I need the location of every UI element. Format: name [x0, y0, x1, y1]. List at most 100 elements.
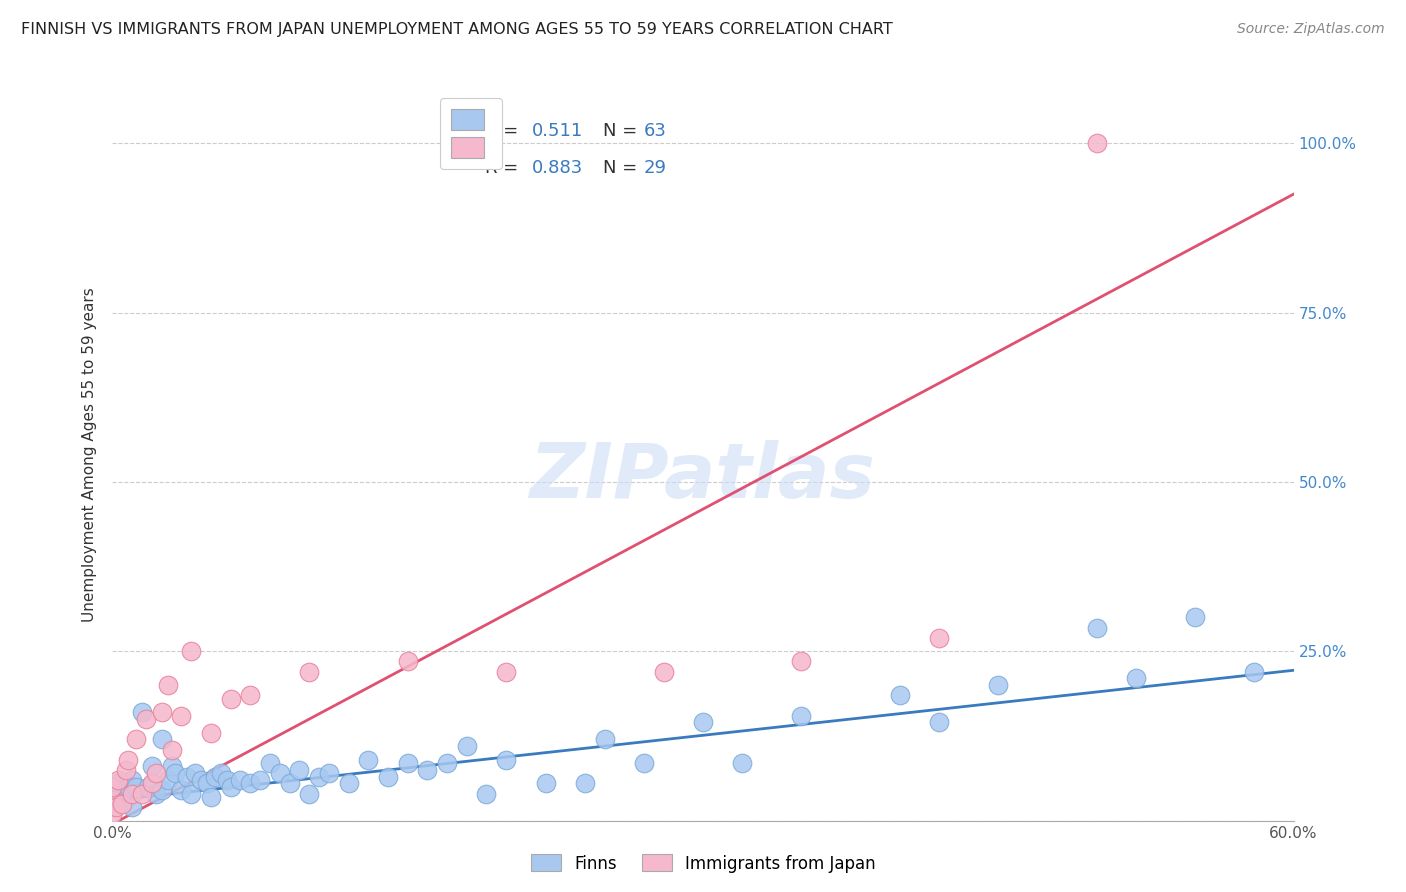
Point [190, 772, 212, 787]
Point [131, 787, 153, 801]
Point [396, 655, 419, 669]
Point [790, 708, 813, 723]
Point [101, 787, 124, 801]
Point [156, 678, 179, 692]
Legend: Finns, Immigrants from Japan: Finns, Immigrants from Japan [524, 847, 882, 880]
Point [145, 787, 167, 801]
Point [1243, 665, 1265, 679]
Point [416, 763, 439, 777]
Point [115, 763, 138, 777]
Point [125, 780, 148, 794]
Text: 29: 29 [644, 159, 666, 177]
Point [141, 776, 163, 790]
Point [987, 678, 1010, 692]
Point [1085, 136, 1108, 151]
Point [495, 753, 517, 767]
Point [141, 759, 163, 773]
Point [180, 644, 202, 658]
Point [377, 770, 399, 784]
Point [107, 776, 129, 790]
Point [593, 732, 616, 747]
Text: ZIPatlas: ZIPatlas [530, 440, 876, 514]
Text: 0.883: 0.883 [531, 159, 583, 177]
Point [731, 756, 754, 770]
Point [1085, 621, 1108, 635]
Point [337, 776, 360, 790]
Point [160, 759, 183, 773]
Point [928, 715, 950, 730]
Text: 0.511: 0.511 [531, 122, 583, 140]
Point [145, 766, 167, 780]
Point [357, 753, 380, 767]
Point [436, 756, 458, 770]
Point [105, 793, 128, 807]
Point [204, 770, 226, 784]
Point [125, 732, 148, 747]
Point [475, 787, 498, 801]
Point [249, 772, 271, 787]
Point [121, 772, 143, 787]
Point [1184, 610, 1206, 624]
Point [111, 797, 134, 811]
Point [121, 800, 143, 814]
Point [101, 793, 124, 807]
Point [298, 665, 321, 679]
Point [456, 739, 478, 753]
Point [131, 706, 153, 720]
Point [184, 766, 207, 780]
Text: R =: R = [485, 122, 517, 140]
Point [215, 772, 238, 787]
Point [156, 772, 179, 787]
Point [117, 780, 139, 794]
Point [259, 756, 281, 770]
Point [209, 766, 232, 780]
Point [318, 766, 340, 780]
Y-axis label: Unemployment Among Ages 55 to 59 years: Unemployment Among Ages 55 to 59 years [82, 287, 97, 623]
Point [105, 800, 128, 814]
Point [165, 766, 187, 780]
Point [136, 780, 159, 794]
Point [574, 776, 596, 790]
Point [239, 776, 262, 790]
Text: Source: ZipAtlas.com: Source: ZipAtlas.com [1237, 22, 1385, 37]
Point [135, 712, 157, 726]
Point [195, 776, 218, 790]
Point [1125, 672, 1147, 686]
Point [219, 780, 242, 794]
Point [219, 691, 242, 706]
Text: N =: N = [603, 159, 637, 177]
Point [288, 763, 311, 777]
Point [633, 756, 655, 770]
Point [239, 689, 262, 703]
Point [692, 715, 714, 730]
Point [229, 772, 252, 787]
Point [928, 631, 950, 645]
Point [111, 789, 134, 804]
Point [495, 665, 517, 679]
Point [170, 783, 193, 797]
Point [200, 725, 222, 739]
Point [396, 756, 419, 770]
Point [101, 806, 124, 821]
Point [150, 706, 173, 720]
Point [170, 708, 193, 723]
Point [534, 776, 557, 790]
Point [101, 800, 124, 814]
Point [790, 655, 813, 669]
Point [889, 689, 911, 703]
Point [269, 766, 291, 780]
Point [101, 780, 124, 794]
Point [278, 776, 301, 790]
Point [107, 772, 129, 787]
Point [160, 742, 183, 756]
Text: FINNISH VS IMMIGRANTS FROM JAPAN UNEMPLOYMENT AMONG AGES 55 TO 59 YEARS CORRELAT: FINNISH VS IMMIGRANTS FROM JAPAN UNEMPLO… [21, 22, 893, 37]
Text: N =: N = [603, 122, 637, 140]
Point [298, 787, 321, 801]
Point [308, 770, 330, 784]
Legend: , : , [440, 98, 502, 169]
Point [180, 787, 202, 801]
Point [150, 783, 173, 797]
Point [150, 732, 173, 747]
Point [101, 780, 124, 794]
Point [200, 789, 222, 804]
